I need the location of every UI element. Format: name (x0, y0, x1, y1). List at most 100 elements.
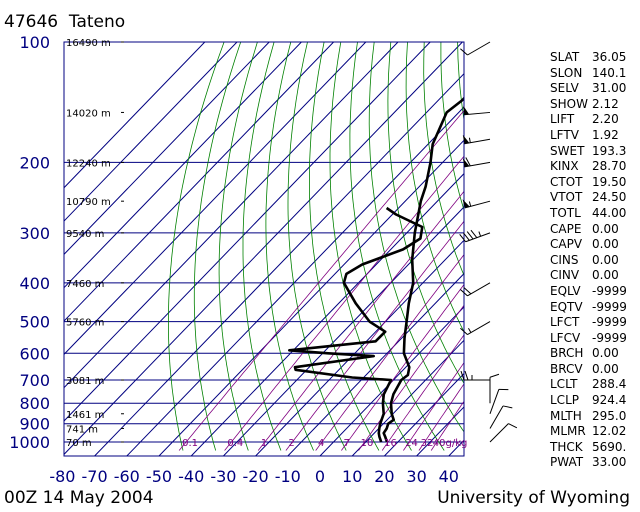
isotherm-line (64, 42, 238, 222)
pressure-tick-label: 300 (19, 224, 50, 243)
wind-barb (462, 134, 491, 145)
pressure-tick-label: 900 (19, 415, 50, 434)
index-row: CTOT 19.50 (550, 175, 640, 191)
index-row: PWAT 33.00 (550, 455, 640, 471)
pressure-tick-label: 100 (19, 33, 50, 52)
isotherm-line (351, 339, 464, 456)
height-label: 14020 m (66, 108, 111, 119)
height-label: 741 m (66, 424, 98, 435)
index-name: BRCH (550, 346, 584, 361)
index-row: CINS 0.00 (550, 253, 640, 269)
plot-area (64, 42, 464, 456)
mixing-ratio-label: 0.1 (182, 438, 198, 449)
index-row: TOTL 44.00 (550, 206, 640, 222)
height-label: 70 m (66, 438, 92, 449)
temperature-tick-label: 20 (374, 467, 394, 486)
dry-adiabat-line (329, 42, 412, 451)
wind-barb-full (508, 423, 518, 429)
index-name: CINS (550, 252, 579, 267)
index-name: EQTV (550, 299, 583, 314)
wind-barb (462, 199, 491, 209)
temperature-tick-label: -70 (82, 467, 108, 486)
mixing-ratio-label: 4 (318, 438, 324, 449)
index-name: CINV (550, 268, 580, 283)
wind-barb-half (468, 137, 471, 143)
wind-barb-full (502, 405, 513, 409)
index-name: SHOW (550, 96, 588, 111)
index-value: 1.92 (592, 127, 619, 142)
index-row: BRCV 0.00 (550, 362, 640, 378)
pressure-tick-label: 600 (19, 344, 50, 363)
index-row: THCK 5690. (550, 440, 640, 456)
index-value: 36.05 (592, 50, 627, 64)
dry-adiabat-line (167, 42, 225, 451)
index-name: EQLV (550, 283, 581, 298)
isotherm-line (64, 42, 463, 456)
wind-barb (460, 370, 490, 381)
temperature-tick-label: 0 (315, 467, 325, 486)
wind-barb-full (489, 373, 500, 378)
temperature-tick-label: -30 (210, 467, 236, 486)
wind-barb-full (460, 289, 468, 297)
mixing-ratio-line (381, 334, 464, 451)
index-row: BRCH 0.00 (550, 346, 640, 362)
temperature-tick-label: -10 (275, 467, 301, 486)
index-row: KINX 28.70 (550, 159, 640, 175)
isotherm-line (384, 372, 464, 456)
wind-barb-staff (467, 41, 491, 56)
index-name: SLAT (550, 50, 580, 64)
height-label: 12240 m (66, 158, 111, 169)
index-value: -9999 (592, 330, 627, 345)
mixing-ratio-label: 16 (384, 438, 397, 449)
index-name: CAPV (550, 237, 583, 252)
dry-adiabat-line (287, 42, 347, 451)
height-label: 16490 m (66, 38, 111, 49)
wind-barb (460, 282, 491, 297)
index-row: CINV 0.00 (550, 268, 640, 284)
mixing-ratio-line (285, 220, 464, 451)
index-name: BRCV (550, 361, 583, 376)
height-label: 5760 m (66, 318, 104, 329)
index-row: VTOT 24.50 (550, 190, 640, 206)
dry-adiabat-line (368, 42, 464, 433)
wind-barb (463, 105, 491, 116)
temperature-tick-label: -20 (243, 467, 269, 486)
index-value: 0.00 (592, 237, 619, 252)
data-source: University of Wyoming (437, 488, 630, 508)
index-name: VTOT (550, 190, 583, 205)
wind-barb-full (459, 233, 466, 243)
height-label: 10790 m (66, 197, 111, 208)
index-name: MLMR (550, 424, 586, 439)
wind-barb (460, 41, 491, 56)
index-value: 0.00 (592, 252, 619, 267)
dry-adiabat-line (265, 42, 314, 451)
mixing-ratio-line (358, 304, 464, 451)
dewpoint-profile-line (287, 206, 424, 443)
temperature-tick-label: 40 (439, 467, 459, 486)
index-value: 19.50 (592, 174, 627, 189)
index-name: LFCT (550, 315, 580, 330)
wind-barb (489, 388, 509, 414)
wind-barb-flag (462, 134, 470, 144)
temperature-tick-labels: -80 -70 -60 -50 -40 -30 -20 -10 0 10 20 30 40 (49, 467, 459, 486)
wind-barb-staff (467, 321, 491, 336)
mixing-ratio-line (403, 362, 464, 451)
index-value: -9999 (592, 283, 627, 298)
index-name: TOTL (550, 205, 581, 220)
temperature-tick-label: -60 (114, 467, 140, 486)
index-row: CAPE 0.00 (550, 222, 640, 238)
isotherm-line (64, 42, 431, 422)
wind-barb (489, 423, 518, 443)
wind-barb-full (464, 370, 469, 381)
isotherm-line (126, 106, 464, 456)
index-name: LFCV (550, 330, 581, 345)
index-name: SWET (550, 143, 585, 158)
index-row: EQTV -9999 (550, 300, 640, 316)
index-value: 33.00 (592, 455, 627, 470)
dry-adiabat-line (387, 42, 464, 385)
isobars (64, 42, 464, 443)
index-value: 2.12 (592, 96, 619, 111)
wind-barb-full (460, 48, 468, 56)
pressure-tick-label: 700 (19, 371, 50, 390)
index-value: -9999 (592, 315, 627, 330)
